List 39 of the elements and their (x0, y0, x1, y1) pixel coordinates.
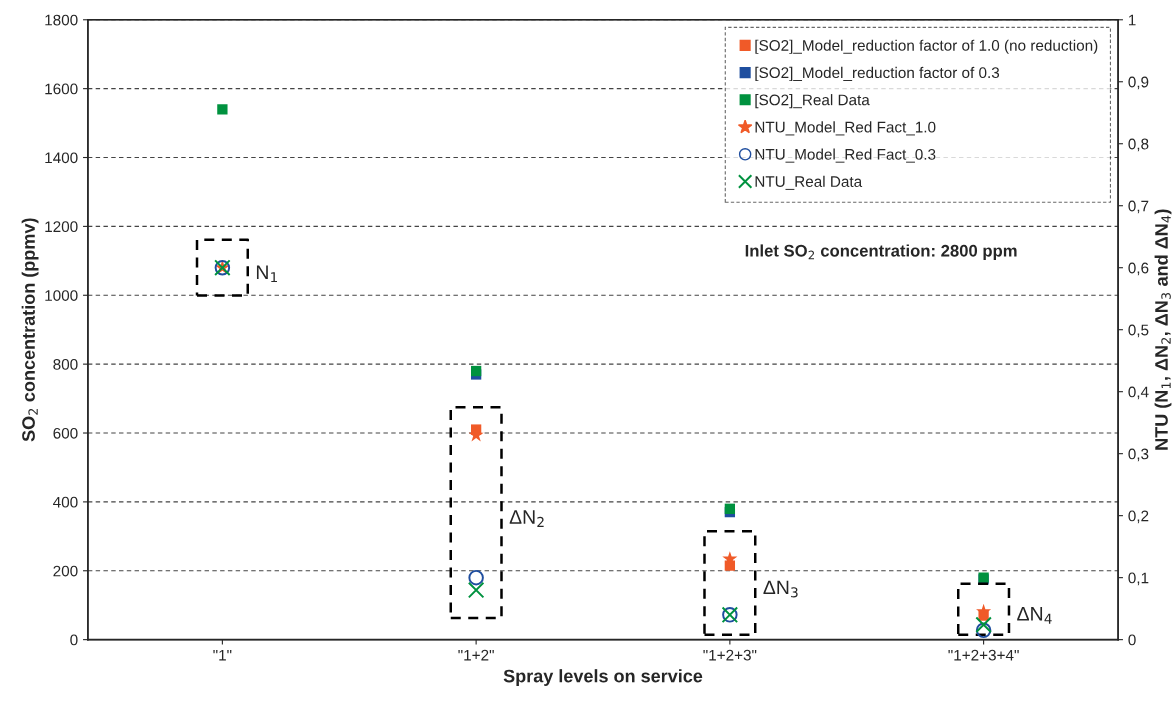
y-tick-label: 1600 (45, 83, 78, 95)
legend-label: [SO2]_Model_reduction factor of 1.0 (no reduction) (755, 39, 1098, 54)
x-axis-title: Spray levels on service (503, 669, 703, 686)
annotation: ΔN$_{3}$ (763, 580, 798, 598)
y2-tick-label: 0,1 (1128, 572, 1149, 586)
legend-label: NTU_Model_Red Fact_1.0 (755, 121, 936, 136)
text: NTU (N$_{1}$, ΔN$_{2}$, ΔN$_{3}$ and ΔN$_{4}$) (1154, 209, 1172, 450)
y-tick-label: 1800 (45, 14, 78, 26)
legend-label: [SO2]_Real Data (755, 94, 870, 109)
y-tick-label: 600 (53, 427, 78, 439)
annotation: ΔN$_{2}$ (509, 510, 544, 527)
y2-tick-label: 0,8 (1128, 138, 1149, 152)
y-tick-label: 800 (53, 359, 78, 370)
annotation: ΔN$_{4}$ (1017, 607, 1052, 624)
y2-tick-label: 0,9 (1128, 76, 1149, 90)
x-tick-label: "1+2" (458, 649, 494, 661)
y-tick-label: 1000 (45, 290, 78, 301)
y2-tick-label: 0,4 (1128, 386, 1149, 400)
y-tick-label: 200 (53, 565, 78, 577)
y2-tick-label: 0,3 (1128, 448, 1149, 462)
annotation: N$_{1}$ (256, 265, 277, 283)
y2-tick-label: 0,7 (1128, 200, 1149, 214)
legend-label: [SO2]_Model_reduction factor of 0.3 (755, 66, 1000, 82)
y-axis-title: SO$_{2}$ concentration (ppmv) (21, 218, 39, 442)
y2-tick-label: 0 (1128, 634, 1136, 646)
y2-tick-label: 0,6 (1128, 262, 1149, 276)
x-tick-label: "1+2+3" (703, 649, 757, 661)
annotation: Inlet SO$_{2}$ concentration: 2800 ppm (745, 244, 1017, 260)
y-tick-label: 1200 (45, 221, 78, 233)
y2-tick-label: 0,5 (1128, 324, 1149, 338)
y-tick-label: 1400 (45, 152, 78, 164)
y2-tick-label: 1 (1128, 14, 1136, 26)
legend-label: NTU_Model_Red Fact_0.3 (755, 148, 936, 163)
x-tick-label: "1+2+3+4" (948, 649, 1019, 661)
x-tick-label: "1" (213, 649, 232, 661)
legend-label: NTU_Real Data (755, 175, 863, 190)
y-tick-label: 0 (70, 634, 78, 646)
y2-tick-label: 0,2 (1128, 510, 1149, 524)
y-tick-label: 400 (53, 496, 78, 508)
